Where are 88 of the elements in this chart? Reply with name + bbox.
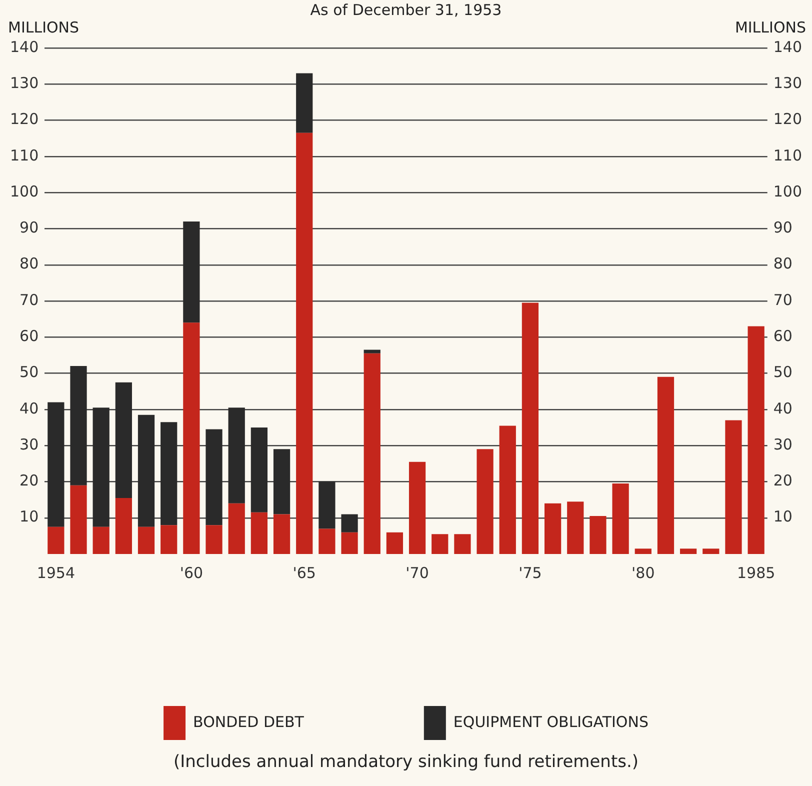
bar — [160, 525, 178, 554]
bar — [544, 503, 562, 554]
bar — [92, 408, 110, 527]
y2-tick-label: 60 — [773, 327, 792, 346]
chart-subtitle: As of December 31, 1953 — [309, 0, 503, 20]
y-tick-label: 70 — [20, 290, 39, 309]
y-tick-label: 90 — [20, 218, 39, 237]
bar — [160, 422, 178, 526]
y-tick-label: 130 — [10, 74, 39, 92]
y-tick-label: 60 — [20, 327, 39, 346]
bar — [183, 221, 200, 323]
bar — [183, 322, 200, 554]
bar — [92, 526, 110, 554]
bar — [499, 426, 516, 554]
y2-tick-label: 110 — [773, 146, 802, 164]
bar — [296, 132, 313, 554]
y2-tick-label: 120 — [773, 110, 802, 128]
bar — [250, 512, 268, 554]
bar — [70, 485, 87, 554]
y2-tick-label: 140 — [773, 38, 802, 56]
bar — [296, 73, 313, 133]
bar — [48, 402, 64, 527]
bar — [386, 532, 404, 554]
y2-tick-label: 80 — [773, 254, 792, 273]
y-tick-label: 110 — [10, 146, 39, 164]
x-tick-label: 1985 — [736, 564, 776, 582]
y-tick-label: 80 — [20, 254, 39, 273]
y2-tick-label: 130 — [773, 74, 802, 92]
bar — [228, 503, 245, 554]
bar — [522, 302, 539, 554]
y2-tick-label: 30 — [773, 435, 792, 454]
y2-tick-label: 90 — [773, 218, 792, 237]
text: (Includes annual mandatory sinking fund retirements.) — [172, 752, 640, 772]
bar — [250, 428, 268, 512]
x-tick-label: 1954 — [36, 564, 76, 582]
bar — [341, 514, 358, 532]
bar — [138, 414, 155, 527]
y-tick-label: 30 — [20, 435, 39, 454]
bar — [318, 528, 336, 554]
bar — [702, 548, 720, 554]
y2-tick-label: 40 — [773, 399, 792, 418]
bar — [115, 382, 132, 498]
y-tick-label: 40 — [20, 399, 39, 418]
y2-tick-label: 70 — [773, 290, 792, 309]
bar — [206, 525, 222, 554]
bar — [634, 548, 652, 554]
y2-tick-label: 50 — [773, 363, 792, 382]
bar — [680, 548, 697, 554]
bar — [228, 408, 245, 504]
bar — [408, 462, 426, 554]
y2-tick-label: 100 — [773, 182, 802, 200]
bar — [206, 429, 222, 526]
y-tick-label: 50 — [20, 363, 39, 382]
y2-axis-title: MILLIONS — [734, 18, 806, 36]
bar — [454, 534, 471, 554]
bar — [48, 526, 64, 554]
y-tick-label: 100 — [10, 182, 39, 200]
bar — [341, 532, 358, 554]
bar — [567, 502, 584, 554]
x-tick-label: '65 — [292, 564, 316, 582]
bar — [364, 350, 380, 354]
bar — [273, 449, 290, 514]
y-tick-label: 120 — [10, 110, 39, 128]
x-tick-label: '60 — [180, 564, 204, 582]
bar — [138, 526, 155, 554]
bar — [273, 514, 290, 554]
bar — [657, 376, 674, 554]
y-tick-label: 140 — [10, 38, 39, 56]
y-tick-label: 20 — [20, 472, 39, 490]
bar — [364, 353, 380, 554]
x-tick-label: '80 — [632, 564, 655, 582]
x-tick-label: '75 — [518, 564, 542, 582]
bar — [70, 366, 87, 486]
bar — [725, 420, 742, 554]
bar — [612, 484, 629, 554]
bar — [590, 516, 606, 554]
bar — [432, 534, 448, 554]
bar — [318, 482, 336, 529]
y2-tick-label: 20 — [773, 472, 792, 490]
bar — [748, 326, 764, 554]
x-tick-label: '70 — [406, 564, 429, 582]
legend-label: BONDED DEBT — [193, 712, 305, 731]
legend-label: EQUIPMENT OBLIGATIONS — [453, 712, 648, 731]
y-axis-title: MILLIONS — [8, 18, 80, 36]
y2-tick-label: 10 — [773, 508, 792, 526]
bar — [115, 498, 132, 554]
y-tick-label: 10 — [20, 508, 39, 526]
bar — [476, 449, 494, 554]
